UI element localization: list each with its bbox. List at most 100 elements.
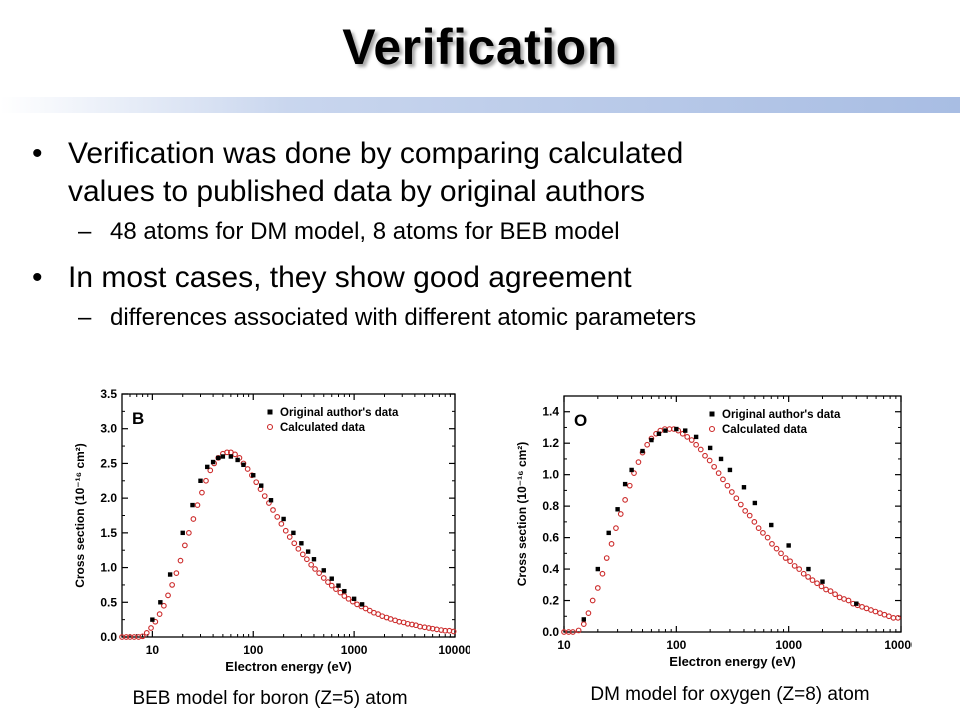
calculated-data-point [778,550,784,557]
calculated-data-point [143,629,150,636]
calculated-data-point [244,466,251,472]
legend-label-calculated: Calculated data [722,424,808,436]
bullet-verification-line-2: values to published data by original aut… [68,175,646,208]
calculated-data-point [613,525,619,532]
calculated-data-point [312,566,318,572]
calculated-data-point [827,588,834,594]
calculated-data-point [764,534,771,541]
calculated-data-point [186,530,192,536]
calculated-data-point [320,575,327,581]
x-tick-label: 10000 [438,643,470,657]
calculated-data-point [425,625,432,631]
original-data-point [741,485,747,490]
calculated-data-point [697,446,704,453]
original-data-point [351,596,357,602]
sub-bullet-differences: – differences associated with different … [30,303,930,333]
original-data-point [342,588,347,594]
x-tick-label: 1000 [341,643,368,657]
y-tick-label: 0.2 [542,594,559,608]
calculated-data-point [832,591,838,598]
original-data-point [220,454,226,459]
legend-marker-original [709,411,715,417]
title-underline-bar [0,97,960,113]
boron-cross-section-chart: 10 100 1000 10000 0.0 0.5 1.0 1.5 2.0 2.5 3.0 3.5 El… [73,387,470,674]
bullet-verification-line-1: Verification was done by comparing calcu… [68,137,684,170]
original-data-point [629,467,634,473]
original-data-point [205,464,210,470]
calculated-data-point [224,449,230,456]
panel-label: O [574,411,587,430]
calculated-data-point [328,582,335,589]
calculated-data-point [203,477,209,484]
calculated-data-point [594,585,601,591]
calculated-data-point [845,597,852,604]
calculated-data-point [165,592,171,599]
original-data-point [198,478,203,483]
calculated-data-point [782,555,789,561]
calculated-data-point [207,467,214,474]
y-tick-label: 1.0 [100,561,117,575]
calculated-data-point [139,633,146,640]
slide-title: Verification [342,19,618,75]
calculated-data-point [274,514,281,520]
x-tick-label: 10000 [884,638,912,652]
calculated-data-point [746,512,753,519]
original-data-point [241,462,246,468]
caption-boron: BEB model for boron (Z=5) atom [132,688,408,709]
calculated-data-point [177,557,184,564]
y-tick-label: 3.0 [100,422,117,436]
y-axis-label: Cross section (10⁻¹⁶ cm²) [515,442,529,587]
sub-bullet-differences-text: differences associated with different at… [110,304,697,331]
calculated-data-point [585,610,592,616]
calculated-data-point [631,470,637,476]
calculated-data-point [282,527,289,534]
calculated-data-point [805,574,811,580]
calculated-data-point [295,545,302,552]
panel-label: B [132,409,144,428]
original-data-point [806,566,811,572]
y-tick-label: 2.5 [100,456,117,470]
original-data-point [649,437,654,443]
original-data-point [581,617,586,622]
x-tick-label: 10 [146,643,160,657]
calculated-data-point [450,628,457,635]
calculated-data-point [706,457,713,464]
bullet-verification: Verification was done by comparing calcu… [30,135,930,211]
original-data-point [210,459,216,465]
original-data-point [854,601,859,606]
calculated-data-point [182,542,188,549]
calculated-data-point [580,621,587,627]
x-axis-label: Electron energy (eV) [225,659,351,674]
y-tick-label: 0.0 [100,630,117,644]
calculated-data-point [688,437,695,443]
sub-bullet-atom-counts-text: 48 atoms for DM model, 8 atoms for BEB m… [110,218,620,245]
calculated-data-point [148,625,154,631]
original-data-point [329,576,334,581]
calculated-data-point [773,545,780,552]
calculated-data-point [644,441,651,448]
sub-bullet-atom-counts: – 48 atoms for DM model, 8 atoms for BEB… [30,217,930,247]
calculated-data-point [733,495,740,502]
y-axis-label: Cross section (10⁻¹⁶ cm²) [73,443,87,588]
original-data-point [615,507,620,512]
calculated-data-point [215,455,222,461]
calculated-data-point [161,602,167,609]
calculated-data-point [728,489,735,495]
calculated-data-point [270,507,276,513]
calculated-data-point [341,593,348,599]
original-data-point [663,428,668,433]
original-data-point [606,530,611,536]
calculated-data-point [751,519,758,525]
calculated-data-point [626,482,633,489]
oxygen-cross-section-chart: 10 100 1000 10000 0.0 0.2 0.4 0.6 0.8 1.0 1.2 1.4 El… [515,395,912,669]
calculated-data-point [720,476,726,483]
calculated-data-point [354,601,360,608]
calculated-data-point [190,516,197,522]
original-data-point [718,456,724,462]
original-data-point [674,426,679,432]
original-data-point [259,483,264,488]
calculated-data-point [711,463,717,470]
y-tick-label: 0.6 [542,531,559,545]
y-tick-label: 0.5 [100,595,117,609]
y-tick-label: 1.5 [100,526,117,540]
